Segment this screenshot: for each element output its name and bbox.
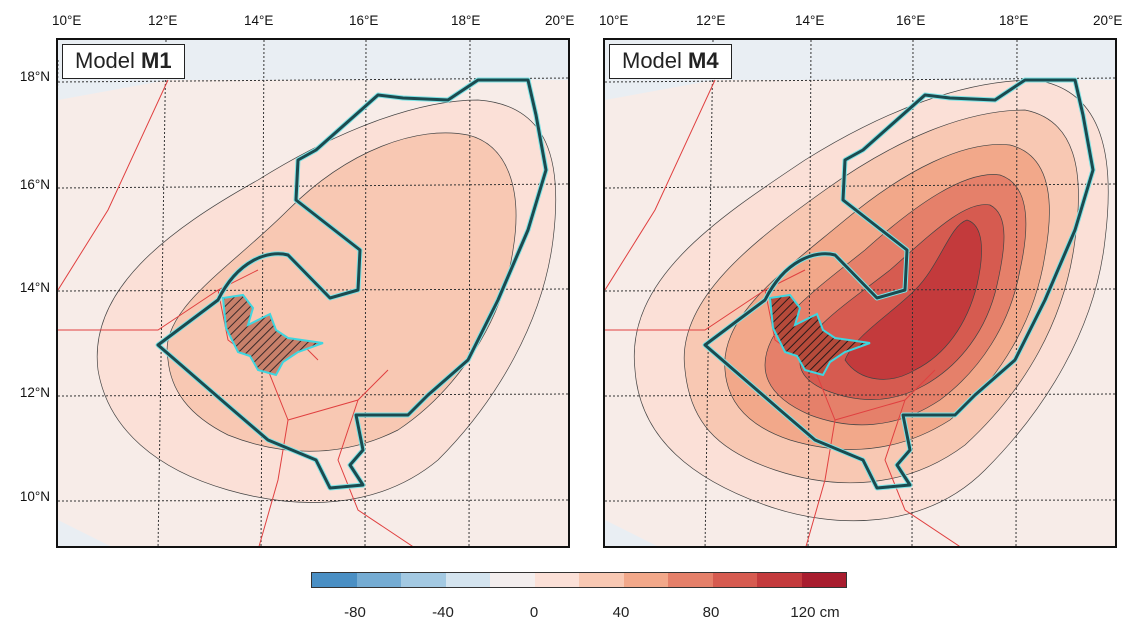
colorbar-segment [579,573,624,587]
colorbar-segment [401,573,446,587]
panel-title-m4: Model M4 [609,44,732,79]
contour-40 [166,132,517,452]
country-borders [605,79,960,546]
lat-tick: 16°N [19,177,50,192]
lat-tick: 18°N [19,69,50,84]
lat-tick: 14°N [19,280,50,295]
lake-chad [221,293,324,377]
lon-tick: 16°E [896,13,926,28]
lon-tick: 14°E [244,13,274,28]
map-m1 [58,40,568,546]
colorbar-segment [356,573,401,587]
colorbar-tick: 120 cm [790,604,840,621]
lon-tick: 20°E [1093,13,1123,28]
lon-tick: 20°E [545,13,575,28]
lon-tick: 14°E [795,13,825,28]
lon-tick: 16°E [349,13,379,28]
lon-tick: 10°E [52,13,82,28]
panel-title-prefix: Model [75,48,142,73]
colorbar-segment [534,573,579,587]
colorbar-tick: 0 [529,604,539,621]
lon-tick: 12°E [696,13,726,28]
graticule [605,40,1115,546]
colorbar-tick: 40 [612,604,630,621]
lon-tick: 12°E [148,13,178,28]
colorbar-tick: -80 [344,604,366,621]
colorbar-segment [801,573,846,587]
colorbar-segment [757,573,802,587]
map-panel-m4: Model M4 [603,38,1117,548]
panel-title-m1: Model M1 [62,44,185,79]
colorbar-segment [445,573,490,587]
lat-tick: 10°N [19,489,50,504]
basin-outline [703,78,1095,490]
lon-tick: 18°E [999,13,1029,28]
lon-tick: 18°E [451,13,481,28]
lon-tick: 10°E [599,13,629,28]
panel-title-model: M4 [688,48,719,73]
colorbar-segment [490,573,535,587]
colorbar-tick: -40 [432,604,454,621]
colorbar-segment [712,573,757,587]
map-panel-m1: Model M1 [56,38,570,548]
graticule [58,40,568,546]
panel-title-model: M1 [141,48,172,73]
map-m4 [605,40,1115,546]
panel-title-prefix: Model [622,48,689,73]
colorbar-tick: 80 [702,604,720,621]
colorbar-segment [623,573,668,587]
contour-120 [844,219,982,380]
lat-tick: 12°N [19,385,50,400]
colorbar-segment [668,573,713,587]
colorbar-segment [312,573,357,587]
lake-chad [768,293,871,377]
basin-outline [156,78,548,490]
colorbar [311,572,847,588]
